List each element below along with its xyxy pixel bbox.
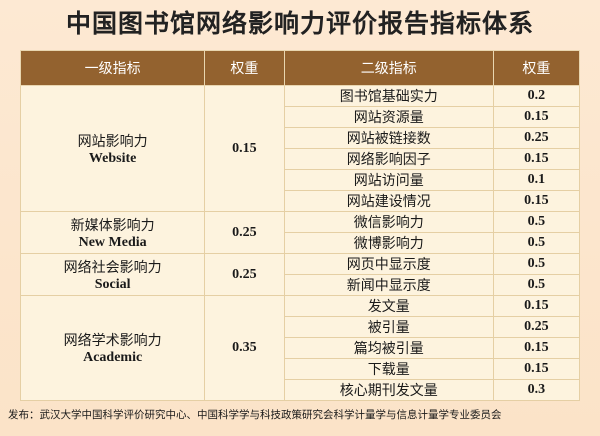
table-row: 被引量 0.25	[21, 316, 581, 338]
item-weight: 0.3	[492, 379, 581, 401]
group-cell: 网络社会影响力 Social	[19, 253, 206, 296]
item-weight: 0.15	[492, 358, 581, 380]
table-row: 网络社会影响力 Social 0.25 网页中显示度 0.5	[19, 253, 581, 296]
item-name: 下载量	[283, 358, 494, 380]
item-name: 网站建设情况	[283, 190, 494, 212]
item-weight: 0.5	[492, 232, 581, 254]
group-weight: 0.25	[204, 211, 285, 254]
table-row: 核心期刊发文量 0.3	[21, 379, 581, 401]
header-cell: 二级指标	[283, 50, 494, 86]
group-cell: 网站影响力 Website	[19, 85, 206, 212]
item-name: 网站资源量	[283, 106, 494, 128]
table-row: 网络影响因子 0.15	[21, 148, 581, 170]
item-weight: 0.15	[492, 106, 581, 128]
index-table: 一级指标 权重 二级指标 权重 网站影响力 Website 0.15 图书馆基础实力 0.2 网…	[19, 50, 581, 401]
item-name: 核心期刊发文量	[283, 379, 494, 401]
item-weight: 0.2	[492, 85, 581, 107]
item-weight: 0.5	[492, 253, 581, 275]
title: 中国图书馆网络影响力评价报告指标体系	[65, 9, 534, 38]
table-row: 新媒体影响力 New Media 0.25 微信影响力 0.5	[19, 211, 581, 254]
group-name-en: Website	[88, 150, 137, 166]
table-row: 网站建设情况 0.15	[21, 190, 581, 212]
group-weight: 0.35	[204, 295, 285, 401]
item-name: 图书馆基础实力	[283, 85, 494, 107]
header-cell: 一级指标	[19, 50, 206, 86]
group-name: 网络学术影响力	[63, 333, 162, 349]
header-cell: 权重	[204, 50, 285, 86]
group-cell: 新媒体影响力 New Media	[19, 211, 206, 254]
item-name: 篇均被引量	[283, 337, 494, 359]
item-weight: 0.15	[492, 148, 581, 170]
item-name: 新闻中显示度	[283, 274, 494, 296]
item-weight: 0.15	[492, 337, 581, 359]
item-name: 微信影响力	[283, 211, 494, 233]
item-name: 发文量	[283, 295, 494, 317]
item-name: 被引量	[283, 316, 494, 338]
footer: 发布：武汉大学中国科学评价研究中心、中国科学学与科技政策研究会科学计量学与信息计…	[8, 409, 502, 421]
table-row: 下载量 0.15	[21, 358, 581, 380]
group-name-en: Academic	[83, 350, 143, 365]
item-weight: 0.5	[492, 211, 581, 233]
item-name: 微博影响力	[283, 232, 494, 254]
item-name: 网站被链接数	[283, 127, 494, 149]
table-body: 网站影响力 Website 0.15 图书馆基础实力 0.2 网站资源量 0.15 网站被链接…	[19, 85, 581, 401]
item-weight: 0.5	[492, 274, 581, 296]
item-weight: 0.15	[492, 295, 581, 317]
item-name: 网络影响因子	[283, 148, 494, 170]
item-weight: 0.25	[492, 127, 581, 149]
group-weight: 0.25	[204, 253, 285, 296]
group-cell: 网络学术影响力 Academic	[19, 295, 206, 401]
item-weight: 0.1	[492, 169, 581, 191]
group-weight: 0.15	[204, 85, 285, 212]
table-row: 网站影响力 Website 0.15 图书馆基础实力 0.2	[19, 85, 581, 212]
item-weight: 0.15	[492, 190, 581, 212]
item-weight: 0.25	[492, 316, 581, 338]
group-name: 网站影响力	[77, 133, 148, 150]
item-name: 网站访问量	[283, 169, 494, 191]
item-name: 网页中显示度	[283, 253, 494, 275]
group-name: 新媒体影响力	[70, 217, 155, 234]
table-row: 篇均被引量 0.15	[21, 337, 581, 359]
header-row: 一级指标 权重 二级指标 权重	[19, 50, 581, 86]
table-row: 新闻中显示度 0.5	[21, 274, 581, 296]
group-name: 网络社会影响力	[63, 259, 162, 276]
group-name-en: New Media	[78, 234, 147, 250]
group-name-en: Social	[94, 276, 131, 292]
table-row: 网络学术影响力 Academic 0.35 发文量 0.15	[19, 295, 581, 401]
header-cell: 权重	[492, 50, 581, 86]
